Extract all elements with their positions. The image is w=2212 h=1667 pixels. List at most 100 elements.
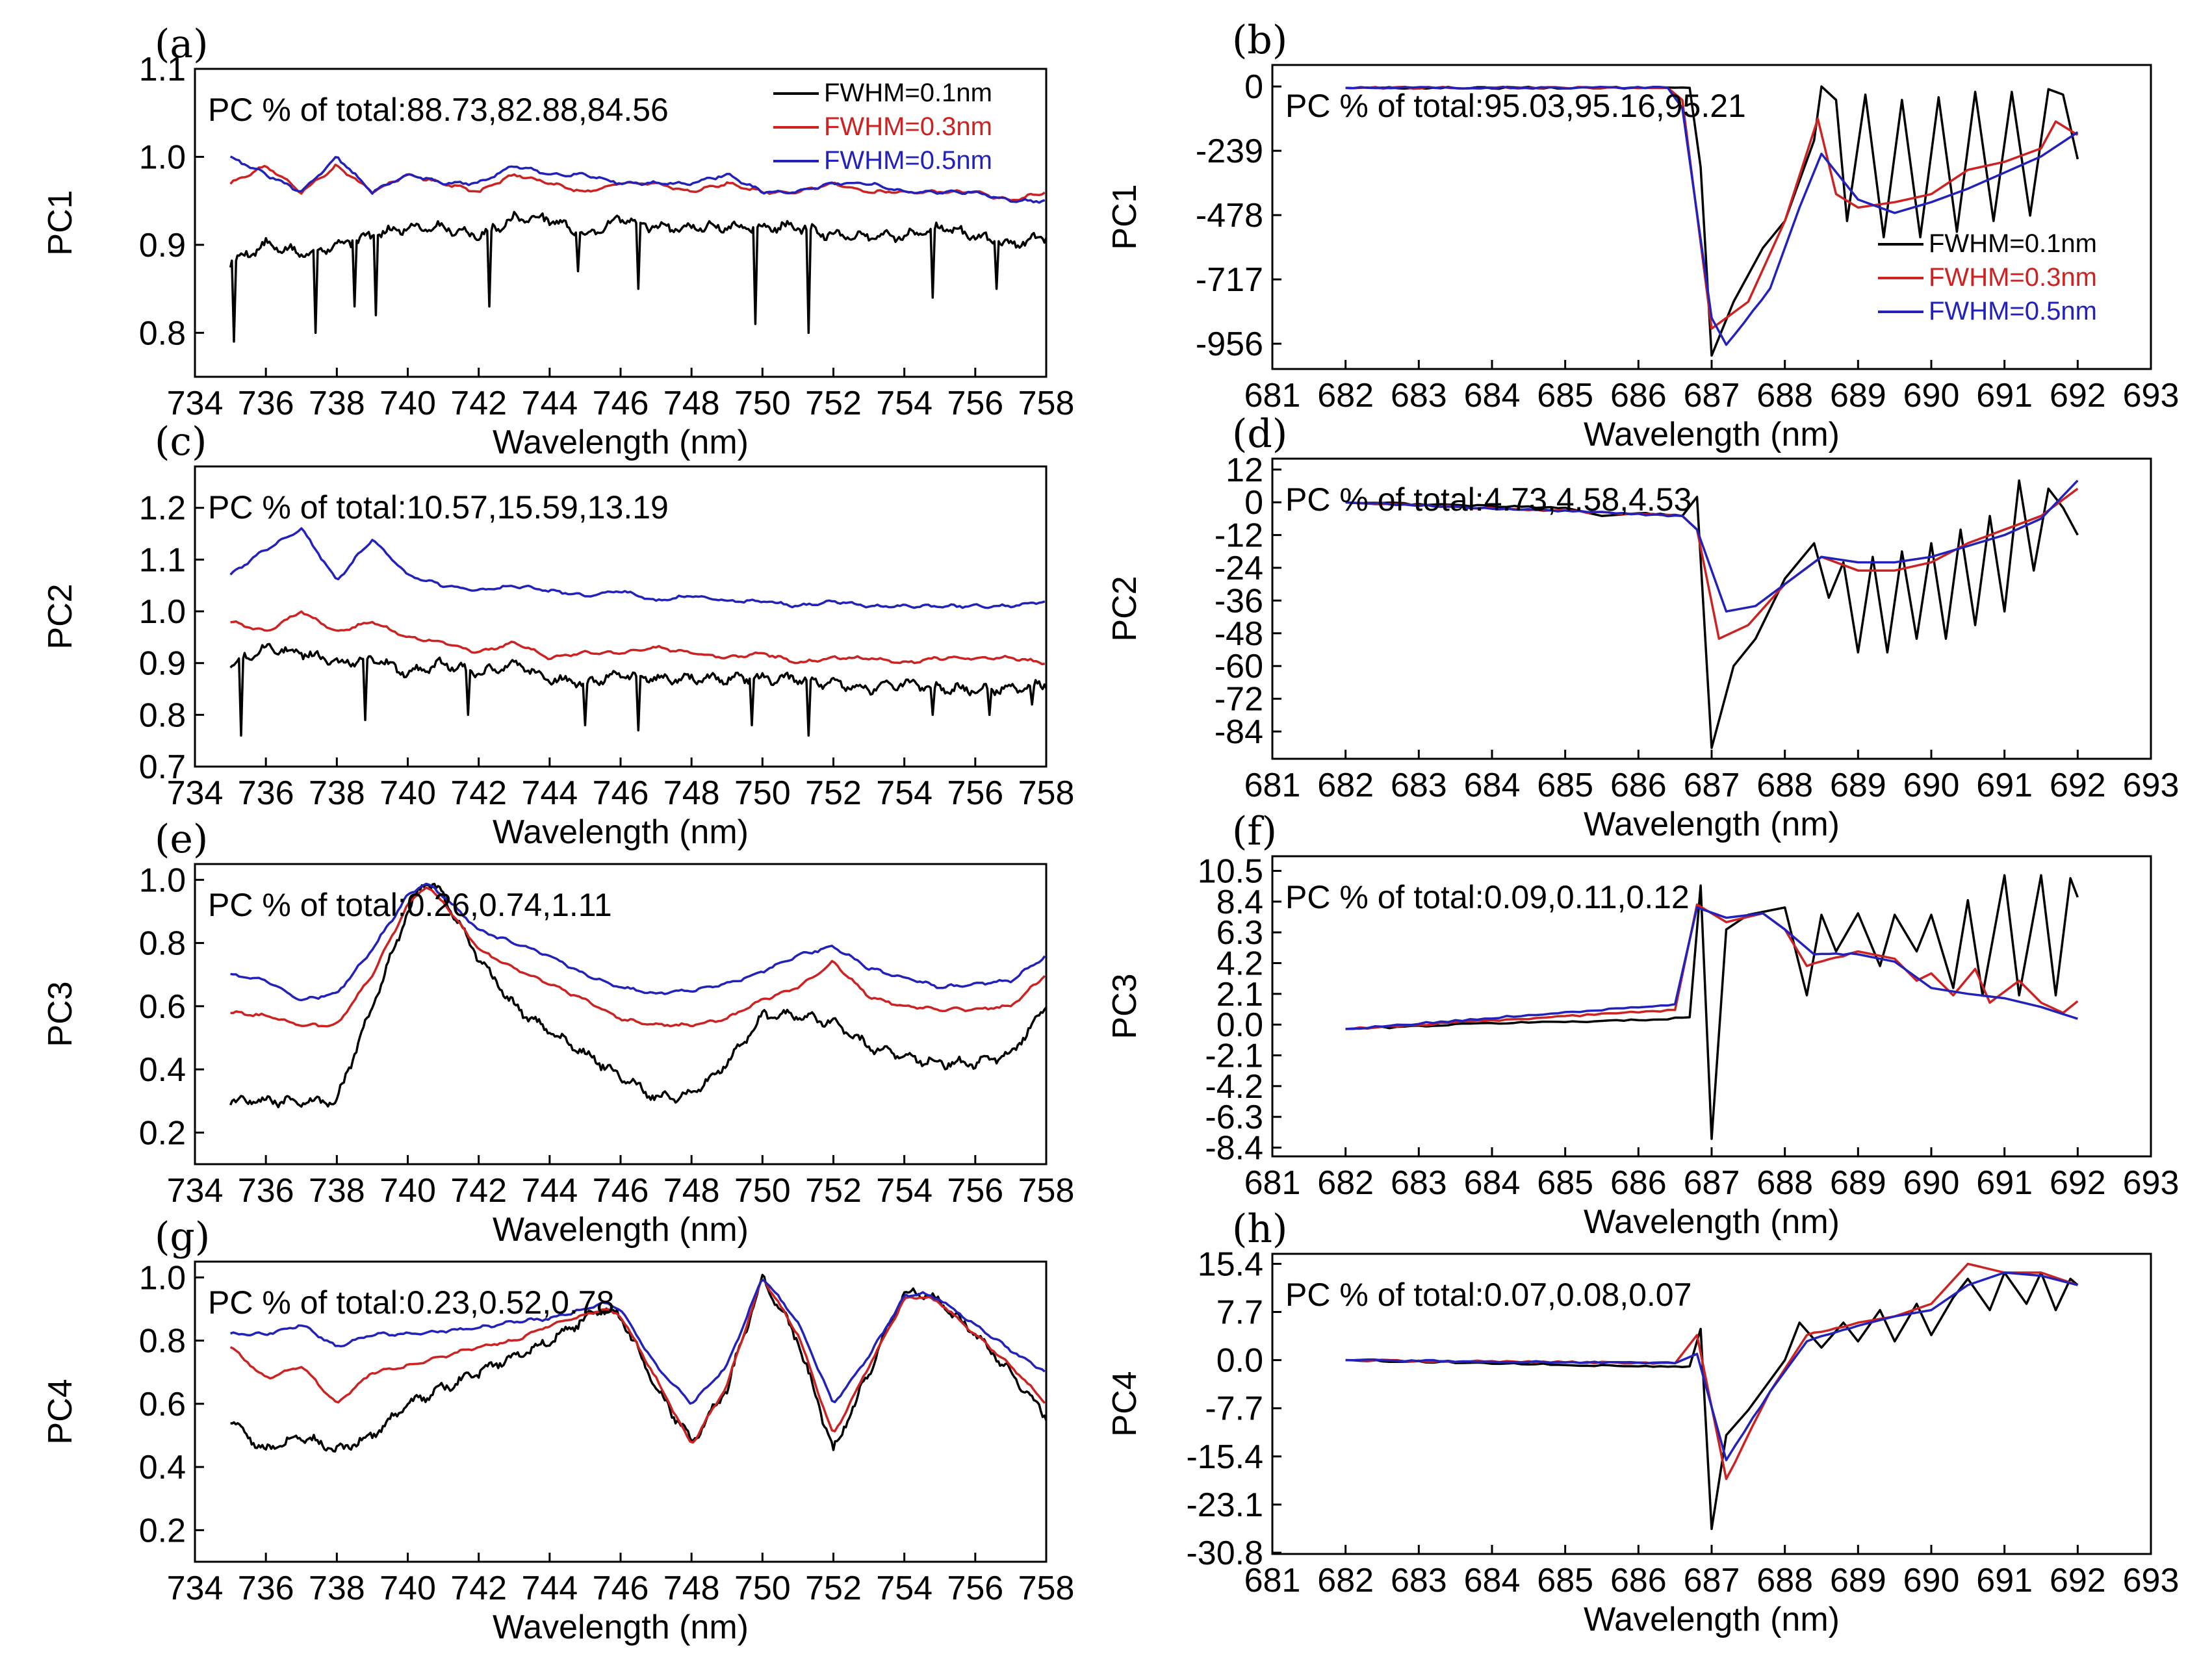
- x-tick-label: 686: [1610, 377, 1667, 414]
- y-tick-label: 0.0: [1216, 1006, 1263, 1044]
- x-tick-label: 750: [734, 1570, 791, 1607]
- x-axis-title: Wavelength (nm): [1584, 416, 1840, 453]
- panel-letter: (g): [155, 1214, 210, 1260]
- x-tick-label: 746: [593, 1570, 649, 1607]
- x-tick-label: 754: [876, 1172, 932, 1210]
- y-axis-title: PC1: [42, 190, 79, 255]
- y-tick-label: 0.9: [139, 645, 186, 683]
- y-tick-label: -72: [1215, 681, 1263, 719]
- x-tick-label: 756: [947, 1172, 1003, 1210]
- pc-percent-annotation: PC % of total:0.23,0.52,0.78: [208, 1284, 614, 1321]
- panel-c: 734 736 738 740 742 744 746 748 750 752 754 756 758 0…: [42, 419, 1074, 851]
- series-line-fwhm-0-5nm: [1345, 479, 2079, 613]
- x-tick-label: 688: [1756, 767, 1813, 804]
- y-tick-label: -30.8: [1186, 1534, 1263, 1572]
- x-tick-label: 691: [1976, 767, 2033, 804]
- legend-label: FWHM=0.1nm: [1929, 229, 2097, 258]
- y-tick-label: 12: [1226, 452, 1263, 489]
- x-tick-label: 685: [1537, 767, 1593, 804]
- series-line-fwhm-0-5nm: [230, 1279, 1046, 1405]
- x-tick-label: 689: [1830, 1562, 1886, 1599]
- legend-label: FWHM=0.3nm: [824, 112, 992, 141]
- x-tick-label: 738: [309, 385, 365, 422]
- series-line-fwhm-0-5nm: [230, 882, 1046, 1002]
- pc-percent-annotation: PC % of total:95.03,95.16,95.21: [1285, 88, 1746, 124]
- x-tick-label: 758: [1018, 385, 1075, 422]
- y-tick-label: -23.1: [1186, 1486, 1263, 1524]
- series-line-fwhm-0-5nm: [1345, 1271, 2078, 1462]
- x-tick-label: 689: [1830, 767, 1886, 804]
- x-tick-label: 683: [1391, 1164, 1447, 1202]
- legend-label: FWHM=0.5nm: [824, 146, 992, 175]
- x-tick-label: 693: [2123, 767, 2180, 804]
- y-axis-title: PC3: [42, 981, 79, 1047]
- x-tick-label: 683: [1391, 767, 1447, 804]
- x-tick-label: 752: [805, 1570, 862, 1607]
- y-tick-label: 0.8: [139, 696, 186, 734]
- y-tick-label: 1.1: [139, 541, 186, 579]
- x-tick-label: 754: [876, 774, 932, 812]
- x-tick-label: 742: [450, 385, 507, 422]
- panel-f: 681 682 683 684 685 686 687 688 689 690 691 692 693 1…: [1106, 809, 2179, 1241]
- series-line-fwhm-0-1nm: [229, 210, 1046, 343]
- x-tick-label: 736: [238, 385, 294, 422]
- x-tick-label: 690: [1903, 377, 1960, 414]
- y-tick-label: -8.4: [1205, 1129, 1263, 1167]
- panel-letter: (f): [1232, 809, 1277, 854]
- x-tick-label: 756: [947, 1570, 1003, 1607]
- x-tick-label: 685: [1537, 377, 1593, 414]
- panel-e: 734 736 738 740 742 744 746 748 750 752 754 756 758 0…: [42, 817, 1074, 1249]
- panel-letter: (h): [1232, 1206, 1287, 1252]
- y-tick-label: 0.7: [139, 748, 186, 786]
- y-tick-label: 1.0: [139, 593, 186, 631]
- x-tick-label: 693: [2123, 1562, 2180, 1599]
- x-tick-label: 693: [2123, 377, 2180, 414]
- x-tick-label: 693: [2123, 1164, 2180, 1202]
- x-tick-label: 681: [1244, 377, 1301, 414]
- pc-percent-annotation: PC % of total:0.07,0.08,0.07: [1285, 1277, 1691, 1313]
- y-tick-label: 0.6: [139, 988, 186, 1026]
- x-tick-label: 748: [663, 385, 720, 422]
- y-tick-label: 1.0: [139, 861, 186, 899]
- series-line-fwhm-0-3nm: [230, 610, 1046, 666]
- x-tick-label: 681: [1244, 1164, 1301, 1202]
- x-tick-label: 758: [1018, 774, 1075, 812]
- x-tick-label: 738: [309, 1172, 365, 1210]
- x-tick-label: 754: [876, 385, 932, 422]
- x-tick-label: 691: [1976, 377, 2033, 414]
- series-line-fwhm-0-3nm: [1345, 903, 2079, 1030]
- y-tick-label: -7.7: [1205, 1390, 1263, 1428]
- x-tick-label: 752: [805, 1172, 862, 1210]
- x-tick-label: 689: [1830, 1164, 1886, 1202]
- legend-label: FWHM=0.5nm: [1929, 297, 2097, 325]
- x-tick-label: 742: [450, 1172, 507, 1210]
- y-tick-label: -4.2: [1205, 1068, 1263, 1106]
- y-tick-label: 0: [1244, 68, 1263, 106]
- y-tick-label: -36: [1215, 582, 1263, 620]
- y-tick-label: 0: [1244, 484, 1263, 522]
- x-tick-label: 744: [521, 774, 578, 812]
- y-tick-label: 0.2: [139, 1114, 186, 1152]
- x-tick-label: 688: [1756, 1562, 1813, 1599]
- x-axis-title: Wavelength (nm): [1584, 1601, 1840, 1638]
- y-tick-label: -2.1: [1205, 1037, 1263, 1075]
- y-tick-label: -717: [1196, 261, 1263, 299]
- panel-h: 681 682 683 684 685 686 687 688 689 690 691 692 693 1…: [1106, 1206, 2179, 1638]
- x-tick-label: 740: [379, 774, 436, 812]
- y-axis-title: PC3: [1106, 973, 1144, 1039]
- x-axis-title: Wavelength (nm): [493, 1211, 749, 1249]
- x-tick-label: 683: [1391, 377, 1447, 414]
- x-tick-label: 682: [1317, 377, 1374, 414]
- y-tick-label: 0.8: [139, 1323, 186, 1360]
- x-tick-label: 748: [663, 1172, 720, 1210]
- series-line-fwhm-0-3nm: [230, 886, 1046, 1028]
- x-tick-label: 684: [1464, 1164, 1521, 1202]
- x-tick-label: 742: [450, 1570, 507, 1607]
- panel-a: 734 736 738 740 742 744 746 748 750 752 754 756 758 0…: [42, 21, 1074, 461]
- x-tick-label: 740: [379, 1570, 436, 1607]
- x-tick-label: 750: [734, 385, 791, 422]
- y-axis-title: PC2: [1106, 576, 1144, 641]
- y-tick-label: -60: [1215, 648, 1263, 685]
- x-tick-label: 734: [167, 385, 224, 422]
